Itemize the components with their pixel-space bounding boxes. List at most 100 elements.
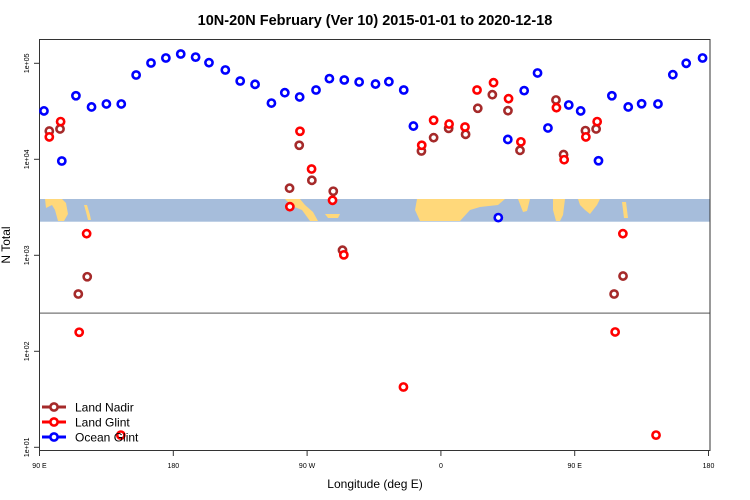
data-point	[175, 49, 186, 59]
legend-marker	[49, 417, 59, 427]
y-axis: 1e+05 1e+04 1e+03 1e+02 1e+01	[24, 53, 40, 457]
data-point	[551, 95, 561, 105]
chart-title: 10N-20N February (Ver 10) 2015-01-01 to …	[198, 13, 553, 29]
data-point	[502, 134, 513, 145]
map-band	[39, 199, 710, 222]
data-point	[73, 289, 84, 299]
plot-frame	[39, 39, 711, 451]
data-point	[82, 271, 93, 282]
legend-label: Land Glint	[75, 416, 130, 430]
data-point	[86, 102, 97, 112]
land-area	[325, 214, 340, 218]
data-point	[71, 90, 81, 101]
data-point	[74, 327, 85, 338]
y-tick-label: 1e+01	[24, 437, 31, 457]
data-point	[623, 102, 634, 112]
data-point	[460, 122, 470, 132]
y-axis-label: N Total	[0, 226, 13, 263]
data-point	[383, 76, 394, 87]
data-point	[55, 116, 66, 127]
data-point	[266, 98, 277, 108]
data-point	[328, 186, 339, 197]
data-point	[610, 327, 621, 337]
data-points	[39, 49, 708, 440]
data-point	[235, 76, 246, 86]
data-point	[416, 140, 427, 151]
data-point	[681, 58, 692, 69]
data-point	[428, 132, 439, 143]
data-point	[592, 116, 603, 127]
data-point	[591, 124, 602, 134]
data-point	[146, 58, 156, 68]
data-point	[338, 249, 349, 260]
legend-marker	[49, 432, 59, 442]
data-point	[618, 271, 628, 281]
land-area	[553, 199, 565, 221]
series-ocean-glint	[39, 49, 708, 223]
data-point	[284, 183, 295, 194]
data-point	[44, 132, 55, 142]
land-area	[622, 202, 628, 218]
series-land-glint	[44, 77, 661, 440]
ocean-area	[39, 199, 710, 222]
land-area	[84, 205, 91, 220]
y-tick-label: 1e+05	[24, 53, 31, 73]
data-point	[39, 106, 49, 116]
land-area	[45, 199, 68, 221]
data-point	[575, 106, 586, 116]
x-tick-label: 180	[167, 463, 179, 470]
x-tick-label: 90 E	[32, 463, 47, 470]
data-point	[324, 73, 335, 84]
data-point	[327, 195, 338, 206]
legend-label: Ocean Glint	[75, 431, 139, 445]
data-point	[559, 154, 570, 165]
x-tick-label: 90 W	[299, 463, 316, 470]
data-point	[131, 70, 142, 80]
data-point	[580, 132, 591, 142]
data-point	[532, 68, 543, 78]
data-point	[306, 175, 317, 186]
data-point	[543, 123, 553, 133]
data-point	[563, 100, 574, 110]
data-point	[472, 103, 483, 114]
legend-label: Land Nadir	[75, 401, 134, 415]
data-point	[116, 99, 127, 109]
data-point	[428, 115, 439, 126]
data-point	[279, 87, 290, 98]
legend-marker	[49, 402, 59, 412]
x-axis-label: Longitude (deg E)	[327, 477, 422, 491]
y-tick-label: 1e+03	[24, 245, 31, 265]
data-point	[609, 289, 620, 299]
land-area	[518, 199, 530, 212]
data-point	[398, 85, 409, 95]
data-point	[636, 98, 647, 109]
data-point	[295, 126, 305, 137]
data-point	[115, 430, 126, 440]
land-area	[578, 199, 600, 214]
data-point	[444, 119, 454, 129]
data-point	[515, 136, 526, 147]
data-point	[487, 89, 498, 100]
data-point	[488, 77, 499, 88]
data-point	[593, 155, 604, 166]
data-point	[101, 99, 112, 109]
data-point	[519, 85, 530, 96]
data-point	[617, 228, 628, 239]
data-point	[81, 228, 92, 239]
data-point	[551, 102, 562, 113]
data-point	[503, 105, 513, 116]
land-area	[415, 199, 505, 221]
data-point	[284, 201, 295, 212]
data-point	[306, 164, 317, 174]
data-point	[606, 90, 617, 101]
data-point	[370, 79, 381, 89]
data-point	[472, 85, 482, 95]
x-axis: 90 E 180 90 W 0 90 E 180	[32, 451, 714, 470]
data-point	[651, 430, 661, 440]
data-point	[493, 212, 504, 223]
data-point	[294, 92, 305, 102]
data-point	[190, 52, 201, 63]
series-land-nadir	[44, 89, 628, 299]
